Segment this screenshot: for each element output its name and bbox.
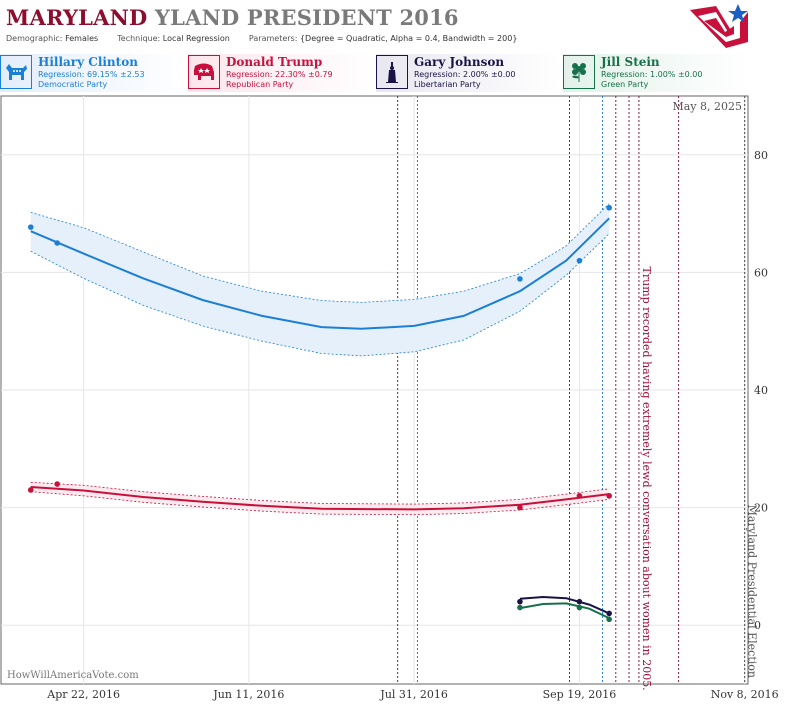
donald-trump-data-point (27, 487, 34, 493)
candidate-regression: Regression: 22.30% ±0.79 (226, 70, 333, 79)
chart-area: 0 20 40 60 80 Apr 22, 2016 Jun 11, 2016 Jul 31,… (0, 95, 779, 701)
x-tick-label: Jul 31, 2016 (379, 688, 448, 701)
y-tick-label: 20 (754, 502, 768, 515)
x-tick-label: Jun 11, 2016 (212, 688, 284, 701)
parameters-value: {Degree = Quadratic, Alpha = 0.4, Bandwi… (299, 34, 518, 43)
x-tick-label: Nov 8, 2016 (711, 688, 779, 701)
x-tick-label: Apr 22, 2016 (46, 688, 120, 701)
gary-johnson-regression-line (519, 595, 610, 615)
y-tick-label: 40 (754, 384, 768, 397)
y-tick-label: 60 (754, 266, 768, 279)
donald-trump-data-point (606, 493, 612, 499)
candidate-card-clinton: Hillary Clinton Regression: 69.15% ±2.53… (0, 54, 186, 92)
jill-stein-data-point (606, 616, 612, 623)
liberty-statue-icon (376, 55, 408, 89)
hillary-clinton-regression-line (30, 217, 610, 330)
elephant-icon (188, 55, 220, 89)
candidate-party: Republican Party (226, 80, 294, 89)
hillary-clinton-confidence-band (30, 203, 610, 356)
chart-header: MARYLAND YLAND PRESIDENT 2016 Demographi… (0, 0, 789, 95)
donald-trump-data-point (576, 493, 583, 499)
technique-label: Technique: (117, 34, 161, 43)
jill-stein-data-point (517, 604, 523, 611)
site-logo-icon (690, 4, 748, 48)
title-state: MARYLAND (6, 5, 148, 30)
candidate-regression: Regression: 2.00% ±0.00 (414, 70, 516, 79)
candidate-party: Democratic Party (38, 80, 108, 89)
hillary-clinton-data-point (606, 204, 612, 211)
donald-trump-lower-bound (30, 491, 610, 516)
demographic-label: Demographic: (6, 34, 63, 43)
demographic-value: Females (65, 34, 99, 43)
chart-title: MARYLAND YLAND PRESIDENT 2016 (6, 5, 459, 30)
hillary-clinton-upper-bound (30, 203, 610, 303)
donald-trump-data-point (54, 481, 60, 487)
parameters-label: Parameters: (248, 34, 298, 43)
candidate-legend: Hillary Clinton Regression: 69.15% ±2.53… (0, 54, 789, 94)
gary-johnson-data-point (576, 598, 583, 605)
annotation-trump-tape: Trump recorded having extremely lewd con… (640, 267, 653, 691)
candidate-regression: Regression: 69.15% ±2.53 (38, 70, 145, 79)
technique-value: Local Regression (162, 34, 230, 43)
y-tick-label: 0 (754, 619, 761, 632)
candidate-name: Donald Trump (226, 55, 323, 69)
donald-trump-regression-line (30, 486, 610, 511)
jill-stein-regression-line (519, 602, 610, 620)
x-tick-label: Sep 19, 2016 (543, 688, 617, 701)
candidate-party: Libertarian Party (414, 80, 481, 89)
gary-johnson-data-point (606, 610, 612, 617)
hillary-clinton-data-point (517, 276, 523, 282)
annotation-election-day: Maryland Presidential Election (746, 505, 759, 678)
donald-trump-confidence-band (30, 482, 610, 515)
candidate-party: Green Party (601, 80, 649, 89)
donald-trump-data-point (517, 504, 523, 511)
flower-icon (563, 55, 595, 89)
jill-stein-data-point (576, 604, 583, 611)
donkey-icon (0, 55, 32, 89)
candidate-card-stein: Jill Stein Regression: 1.00% ±0.00 Green… (563, 54, 749, 92)
candidate-name: Hillary Clinton (38, 55, 138, 69)
hillary-clinton-data-point (576, 257, 583, 264)
hillary-clinton-data-point (54, 240, 60, 246)
donald-trump-upper-bound (30, 481, 610, 505)
candidate-regression: Regression: 1.00% ±0.00 (601, 70, 703, 79)
y-tick-label: 80 (754, 149, 768, 162)
candidate-card-johnson: Gary Johnson Regression: 2.00% ±0.00 Lib… (376, 54, 562, 92)
candidate-name: Gary Johnson (414, 55, 505, 69)
chart-date-label: May 8, 2025 (672, 100, 742, 113)
gary-johnson-data-point (517, 598, 523, 605)
parameters-line: Demographic: Females Technique: Local Re… (6, 34, 517, 43)
watermark-text: HowWillAmericaVote.com (7, 670, 139, 681)
title-race: YLAND PRESIDENT 2016 (154, 5, 459, 30)
candidate-name: Jill Stein (601, 55, 660, 69)
hillary-clinton-data-point (27, 224, 34, 230)
candidate-card-trump: Donald Trump Regression: 22.30% ±0.79 Re… (188, 54, 374, 92)
hillary-clinton-lower-bound (30, 233, 610, 357)
